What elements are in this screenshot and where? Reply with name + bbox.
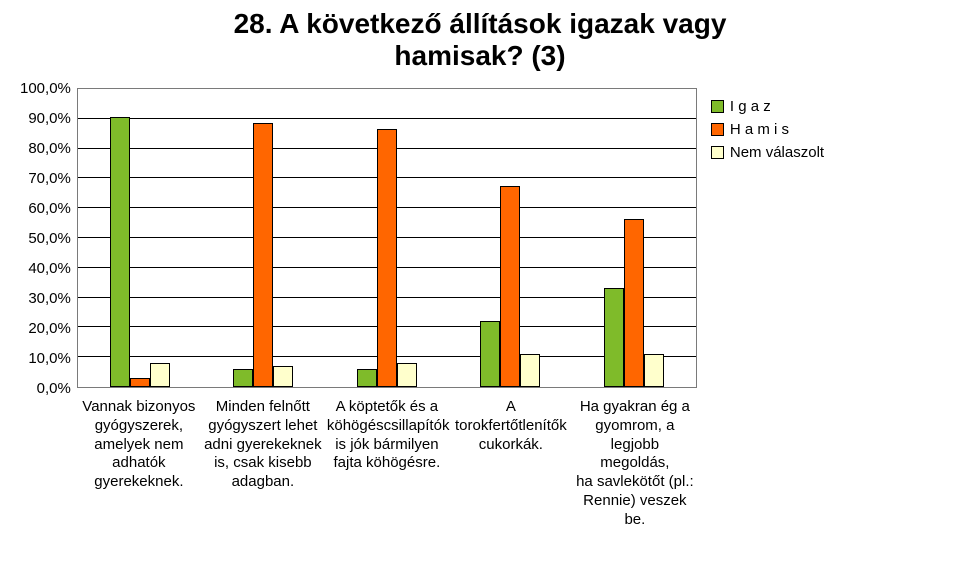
- bar-group: [357, 129, 417, 387]
- category-label: Ha gyakran ég a gyomrom, a legjobb megol…: [575, 398, 695, 529]
- category-label: Minden felnőtt gyógyszert lehet adni gye…: [203, 398, 323, 492]
- legend-item: H a m i s: [711, 121, 824, 138]
- bar-group: [604, 219, 664, 387]
- y-tick-label: 70,0%: [28, 171, 71, 186]
- legend-swatch: [711, 123, 724, 136]
- category-label: A köptetők és a köhögéscsillapítók is jó…: [327, 398, 447, 473]
- bar: [377, 129, 397, 387]
- bar: [253, 123, 273, 387]
- y-tick-label: 50,0%: [28, 231, 71, 246]
- y-tick-label: 0,0%: [37, 381, 71, 396]
- legend-label: Nem válaszolt: [730, 144, 824, 161]
- legend-label: I g a z: [730, 98, 771, 115]
- chart-area: 100,0%90,0%80,0%70,0%60,0%50,0%40,0%30,0…: [20, 88, 948, 529]
- legend: I g a z H a m i s Nem válaszolt: [697, 88, 824, 161]
- bar: [604, 288, 624, 387]
- y-tick-label: 10,0%: [28, 351, 71, 366]
- bar: [357, 369, 377, 387]
- legend-swatch: [711, 146, 724, 159]
- bar: [273, 366, 293, 387]
- bar: [110, 117, 130, 387]
- bar-group: [233, 123, 293, 387]
- y-tick-label: 90,0%: [28, 111, 71, 126]
- y-tick-label: 60,0%: [28, 201, 71, 216]
- y-tick-label: 100,0%: [20, 81, 71, 96]
- bar: [500, 186, 520, 387]
- chart-title: 28. A következő állítások igazak vagy ha…: [100, 8, 860, 72]
- bar: [644, 354, 664, 387]
- legend-item: I g a z: [711, 98, 824, 115]
- legend-swatch: [711, 100, 724, 113]
- y-tick-label: 30,0%: [28, 291, 71, 306]
- y-tick-label: 40,0%: [28, 261, 71, 276]
- title-line-1: 28. A következő állítások igazak vagy: [100, 8, 860, 40]
- y-axis-labels: 100,0% 90,0% 80,0% 70,0% 60,0% 50,0% 40,0% 30,0…: [20, 81, 77, 396]
- bar: [480, 321, 500, 387]
- legend-label: H a m i s: [730, 121, 789, 138]
- category-label: Vannak bizonyos gyógyszerek, amelyek nem…: [79, 398, 199, 492]
- bar-group: [110, 117, 170, 387]
- category-labels: Vannak bizonyos gyógyszerek, amelyek nem…: [77, 388, 697, 529]
- y-tick-label: 20,0%: [28, 321, 71, 336]
- bar: [520, 354, 540, 387]
- bar: [130, 378, 150, 387]
- bar: [397, 363, 417, 387]
- bar-group: [480, 186, 540, 387]
- bar: [624, 219, 644, 387]
- page: 28. A következő állítások igazak vagy ha…: [0, 0, 960, 569]
- plot-area: [77, 88, 697, 388]
- legend-item: Nem válaszolt: [711, 144, 824, 161]
- bar: [233, 369, 253, 387]
- bar: [150, 363, 170, 387]
- bar-groups: [78, 89, 696, 387]
- y-tick-label: 80,0%: [28, 141, 71, 156]
- title-line-2: hamisak? (3): [100, 40, 860, 72]
- category-label: A torokfertőtlenítők cukorkák.: [451, 398, 571, 454]
